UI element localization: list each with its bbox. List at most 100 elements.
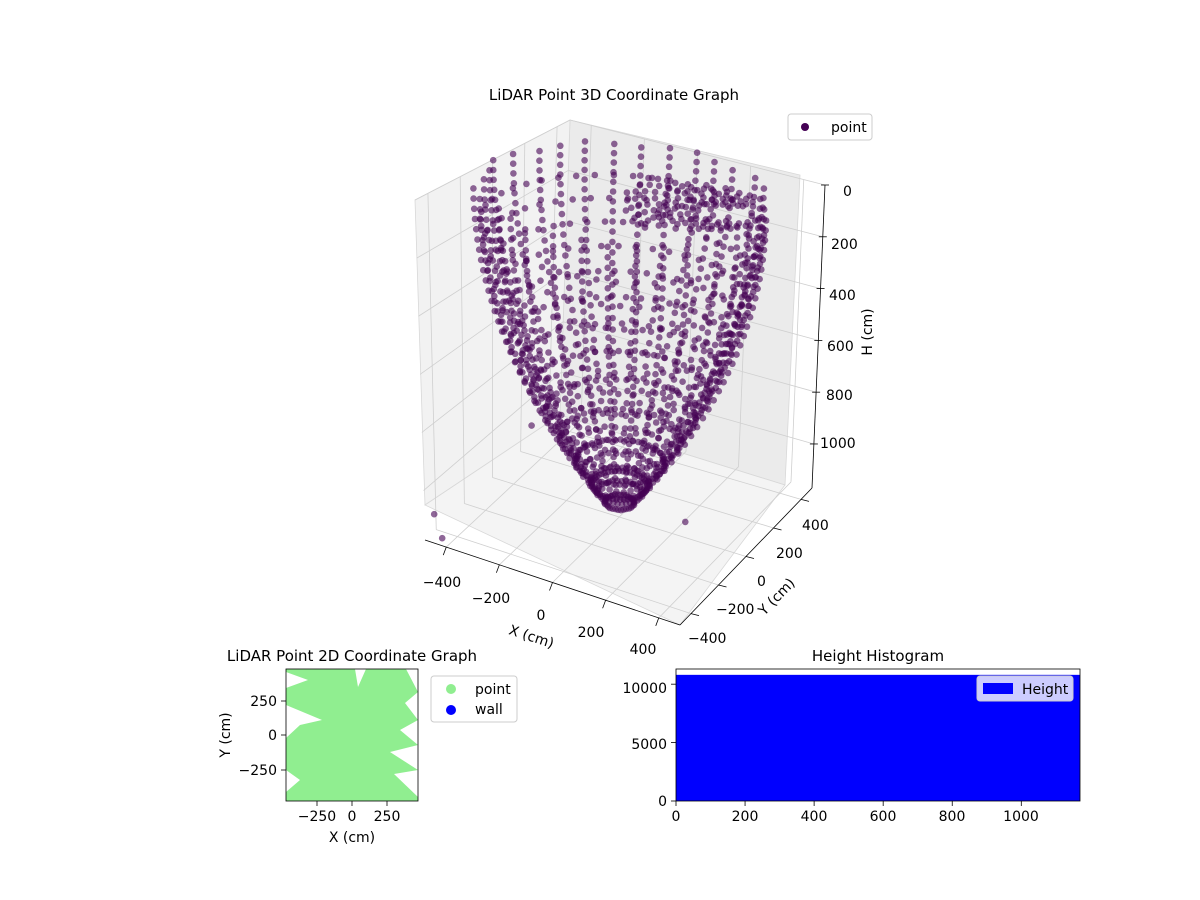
data-point <box>631 465 638 472</box>
data-point <box>679 303 686 311</box>
data-point <box>470 185 477 192</box>
data-point <box>729 273 736 281</box>
data-point <box>679 378 686 386</box>
data-point <box>530 377 537 384</box>
data-point <box>593 438 601 446</box>
data-point <box>509 209 516 217</box>
data-point <box>731 265 738 272</box>
data-point <box>581 195 589 203</box>
data-point <box>515 318 522 326</box>
plot-frame-histogram <box>675 668 1081 802</box>
data-point <box>669 217 676 225</box>
data-point <box>751 184 758 191</box>
data-point <box>733 244 741 251</box>
data-point <box>655 201 663 208</box>
data-point <box>476 195 484 203</box>
data-point <box>703 382 711 389</box>
data-point <box>584 321 591 329</box>
data-point <box>566 220 574 227</box>
data-point <box>583 378 590 386</box>
data-point <box>632 188 639 195</box>
data-point <box>652 419 660 426</box>
data-point <box>510 180 518 187</box>
data-point <box>653 361 660 369</box>
data-point <box>736 270 743 278</box>
data-point <box>634 231 641 238</box>
data-point <box>604 274 611 282</box>
data-point <box>668 440 676 448</box>
legend-swatch-height <box>983 683 1013 694</box>
y-tick <box>718 584 727 588</box>
legend-marker-point <box>801 123 809 131</box>
data-point <box>736 252 744 259</box>
data-point <box>517 240 525 248</box>
data-point <box>496 226 503 233</box>
data-point <box>566 389 574 397</box>
data-point <box>700 284 707 292</box>
data-point <box>498 189 505 197</box>
data-point <box>587 194 594 202</box>
data-point <box>690 343 697 351</box>
data-point <box>628 400 636 408</box>
data-point <box>634 480 641 487</box>
data-point <box>619 405 627 413</box>
data-point <box>658 295 666 302</box>
data-point <box>635 438 642 446</box>
legend-3d: point <box>787 113 873 141</box>
data-point <box>611 436 618 443</box>
data-point <box>533 372 540 379</box>
data-point <box>598 478 605 486</box>
data-point <box>729 166 736 174</box>
data-point <box>573 439 580 446</box>
data-point <box>536 201 543 208</box>
data-point <box>610 149 618 157</box>
data-point <box>670 376 678 383</box>
data-point <box>595 406 602 414</box>
z-tick-label: 600 <box>827 339 854 355</box>
grid-line <box>427 193 437 530</box>
x-tick-label: 200 <box>578 625 605 641</box>
data-point <box>610 453 617 461</box>
data-point <box>528 382 536 390</box>
data-point <box>604 243 611 251</box>
data-point <box>581 243 588 251</box>
data-point <box>564 271 571 278</box>
data-point <box>622 481 630 489</box>
data-point <box>536 186 544 194</box>
data-point <box>622 476 629 483</box>
data-point <box>550 273 557 281</box>
data-point <box>593 276 600 283</box>
data-point <box>707 310 715 317</box>
data-point <box>670 406 677 414</box>
x-tick-label: −200 <box>472 591 510 607</box>
data-point <box>674 324 681 332</box>
data-point <box>521 302 528 309</box>
data-point <box>536 157 543 164</box>
data-point <box>547 279 555 287</box>
grid-line <box>790 179 805 482</box>
data-point <box>574 380 581 388</box>
data-point <box>583 218 591 226</box>
data-point <box>654 175 662 183</box>
data-point <box>550 222 557 230</box>
data-point <box>723 331 731 338</box>
chart-3d: −400 −200 0 200 400 X (cm) −400 −200 0 2… <box>414 86 876 658</box>
data-point <box>683 272 691 279</box>
data-point <box>705 318 712 326</box>
data-point <box>618 320 626 327</box>
data-point <box>638 387 645 395</box>
data-point <box>559 386 566 394</box>
data-point <box>707 206 714 213</box>
data-point <box>638 144 645 151</box>
data-point <box>507 225 515 233</box>
data-point <box>601 218 609 225</box>
data-point <box>660 244 667 251</box>
data-point <box>639 349 646 357</box>
data-point <box>481 196 488 203</box>
data-point <box>655 434 662 442</box>
data-point <box>605 362 613 370</box>
data-point <box>492 246 500 253</box>
y-tick-label-2d: 250 <box>250 694 277 710</box>
data-point <box>650 351 658 359</box>
ticks-3d <box>442 184 829 627</box>
